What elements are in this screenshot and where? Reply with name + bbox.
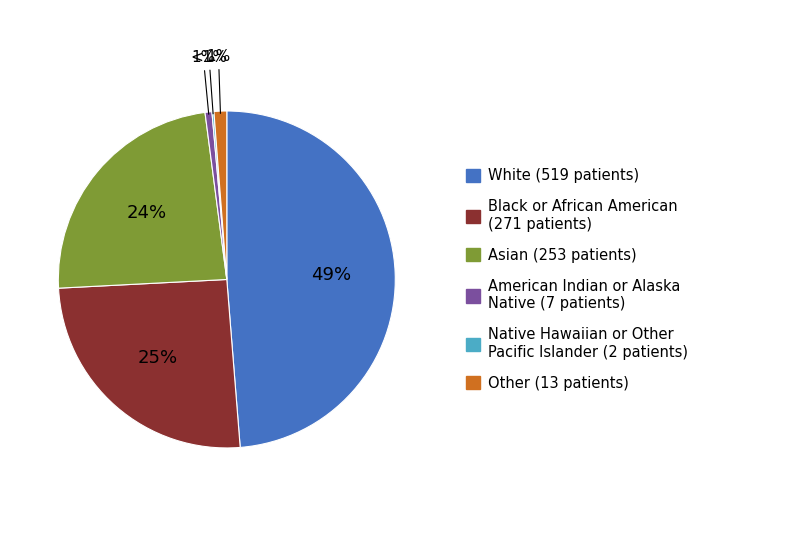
Text: 1%: 1% bbox=[207, 49, 231, 113]
Wedge shape bbox=[212, 111, 227, 279]
Legend: White (519 patients), Black or African American
(271 patients), Asian (253 patie: White (519 patients), Black or African A… bbox=[466, 168, 688, 391]
Text: <1%: <1% bbox=[190, 49, 228, 114]
Wedge shape bbox=[227, 111, 395, 447]
Wedge shape bbox=[58, 279, 241, 448]
Text: 49%: 49% bbox=[311, 266, 352, 284]
Text: 24%: 24% bbox=[126, 204, 167, 221]
Text: 1%: 1% bbox=[191, 50, 215, 115]
Text: 25%: 25% bbox=[138, 349, 178, 367]
Wedge shape bbox=[214, 111, 227, 279]
Wedge shape bbox=[58, 112, 227, 288]
Wedge shape bbox=[205, 112, 227, 279]
